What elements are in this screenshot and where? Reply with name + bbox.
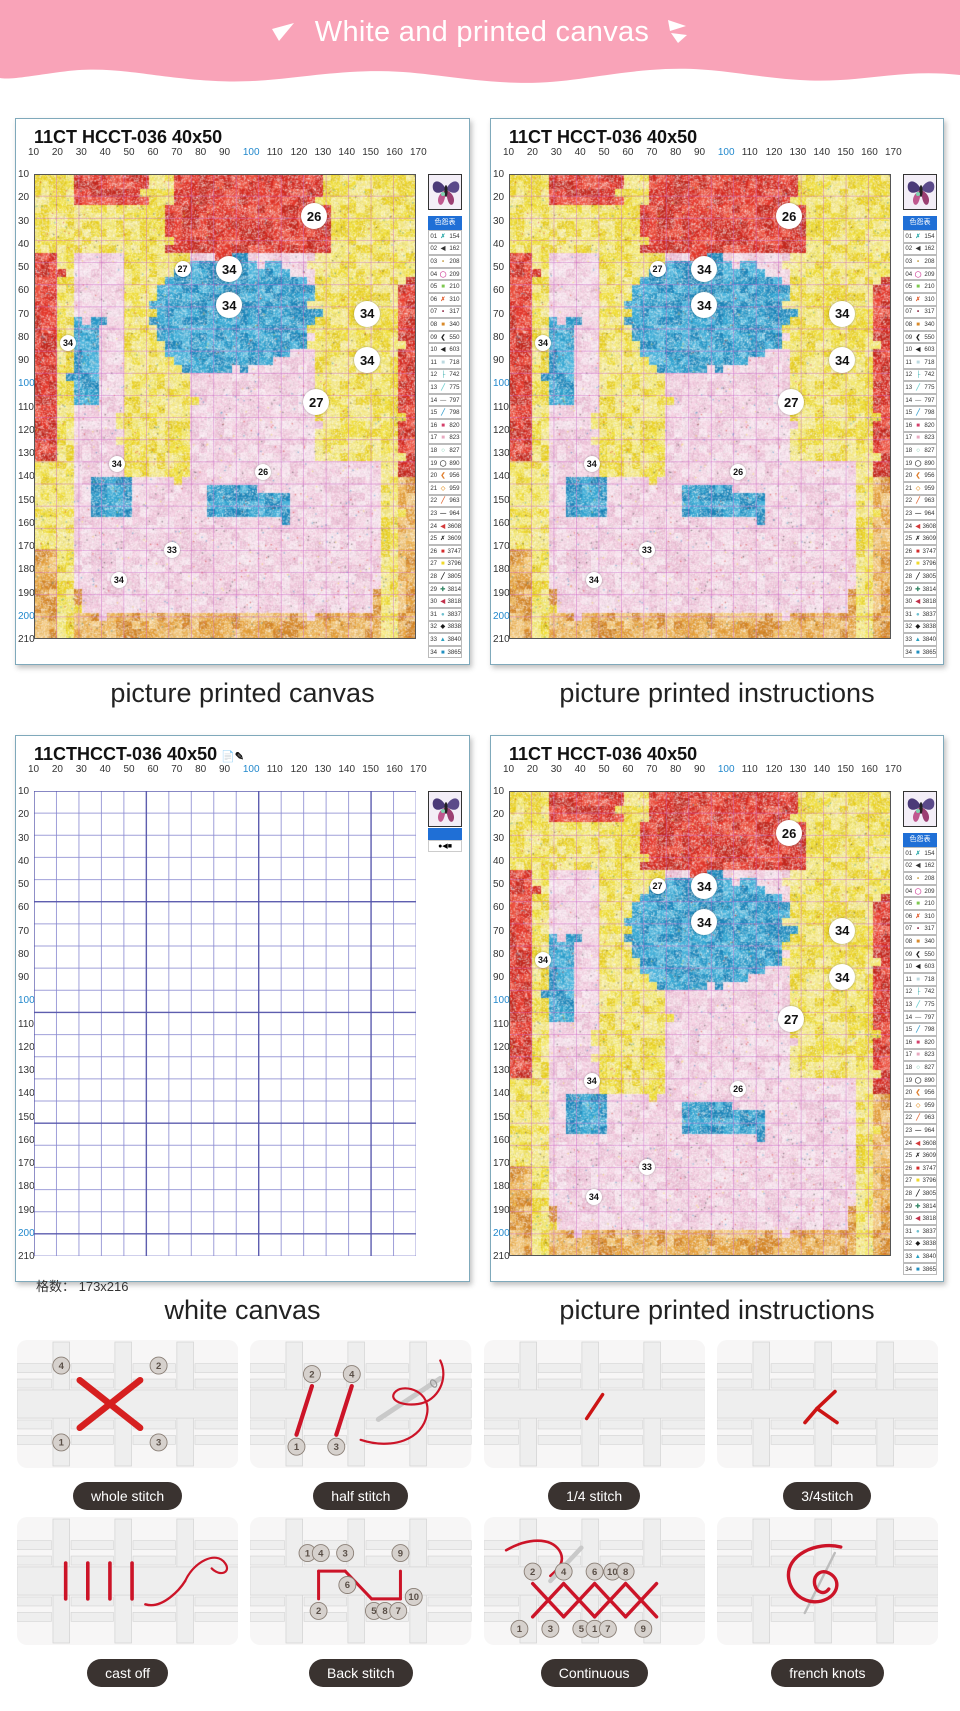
- svg-text:7: 7: [396, 1606, 401, 1617]
- svg-text:1: 1: [294, 1442, 300, 1453]
- svg-text:4: 4: [318, 1548, 324, 1559]
- svg-text:4: 4: [561, 1567, 567, 1578]
- svg-text:9: 9: [640, 1624, 645, 1635]
- svg-text:2: 2: [310, 1369, 315, 1380]
- svg-text:6: 6: [345, 1580, 350, 1591]
- svg-text:5: 5: [578, 1624, 584, 1635]
- svg-text:3: 3: [343, 1548, 348, 1559]
- svg-text:6: 6: [591, 1567, 596, 1578]
- svg-text:3: 3: [156, 1438, 161, 1449]
- svg-text:8: 8: [383, 1606, 388, 1617]
- svg-text:2: 2: [530, 1567, 535, 1578]
- svg-text:10: 10: [409, 1592, 420, 1603]
- svg-text:7: 7: [605, 1624, 610, 1635]
- svg-text:2: 2: [316, 1606, 321, 1617]
- svg-text:1: 1: [59, 1438, 65, 1449]
- svg-text:2: 2: [156, 1361, 161, 1372]
- svg-text:9: 9: [398, 1548, 403, 1559]
- svg-text:8: 8: [622, 1567, 627, 1578]
- svg-text:1: 1: [591, 1624, 597, 1635]
- svg-text:1: 1: [305, 1548, 311, 1559]
- svg-text:4: 4: [59, 1361, 65, 1372]
- svg-text:3: 3: [547, 1624, 552, 1635]
- svg-text:3: 3: [334, 1442, 339, 1453]
- svg-text:10: 10: [607, 1567, 618, 1578]
- svg-text:1: 1: [516, 1624, 522, 1635]
- svg-text:4: 4: [349, 1369, 355, 1380]
